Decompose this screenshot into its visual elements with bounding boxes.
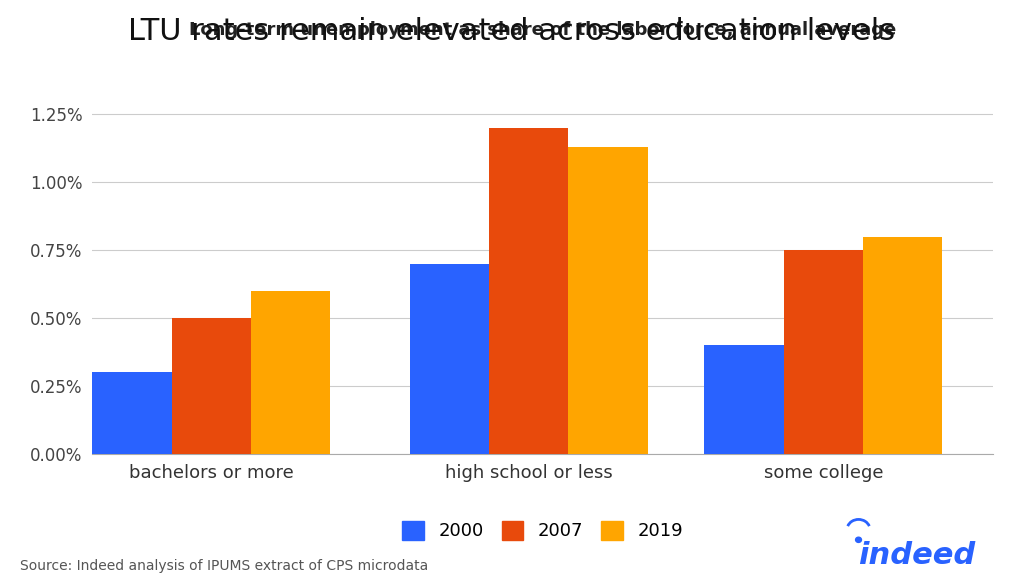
Bar bbox=[568, 147, 647, 454]
Bar bbox=[171, 318, 251, 454]
Bar bbox=[92, 372, 171, 454]
Bar bbox=[488, 128, 568, 454]
Legend: 2000, 2007, 2019: 2000, 2007, 2019 bbox=[395, 514, 690, 548]
Bar bbox=[783, 250, 863, 454]
Bar bbox=[705, 345, 783, 454]
Bar bbox=[251, 291, 330, 454]
Text: indeed: indeed bbox=[858, 541, 976, 570]
Text: LTU rates remain elevated across education levels: LTU rates remain elevated across educati… bbox=[128, 17, 896, 47]
Text: Source: Indeed analysis of IPUMS extract of CPS microdata: Source: Indeed analysis of IPUMS extract… bbox=[20, 559, 429, 573]
Title: Long-term unemployment as share of the labor force, annual average: Long-term unemployment as share of the l… bbox=[189, 20, 896, 38]
Bar bbox=[410, 264, 488, 454]
Bar bbox=[863, 237, 942, 454]
Circle shape bbox=[856, 537, 861, 542]
